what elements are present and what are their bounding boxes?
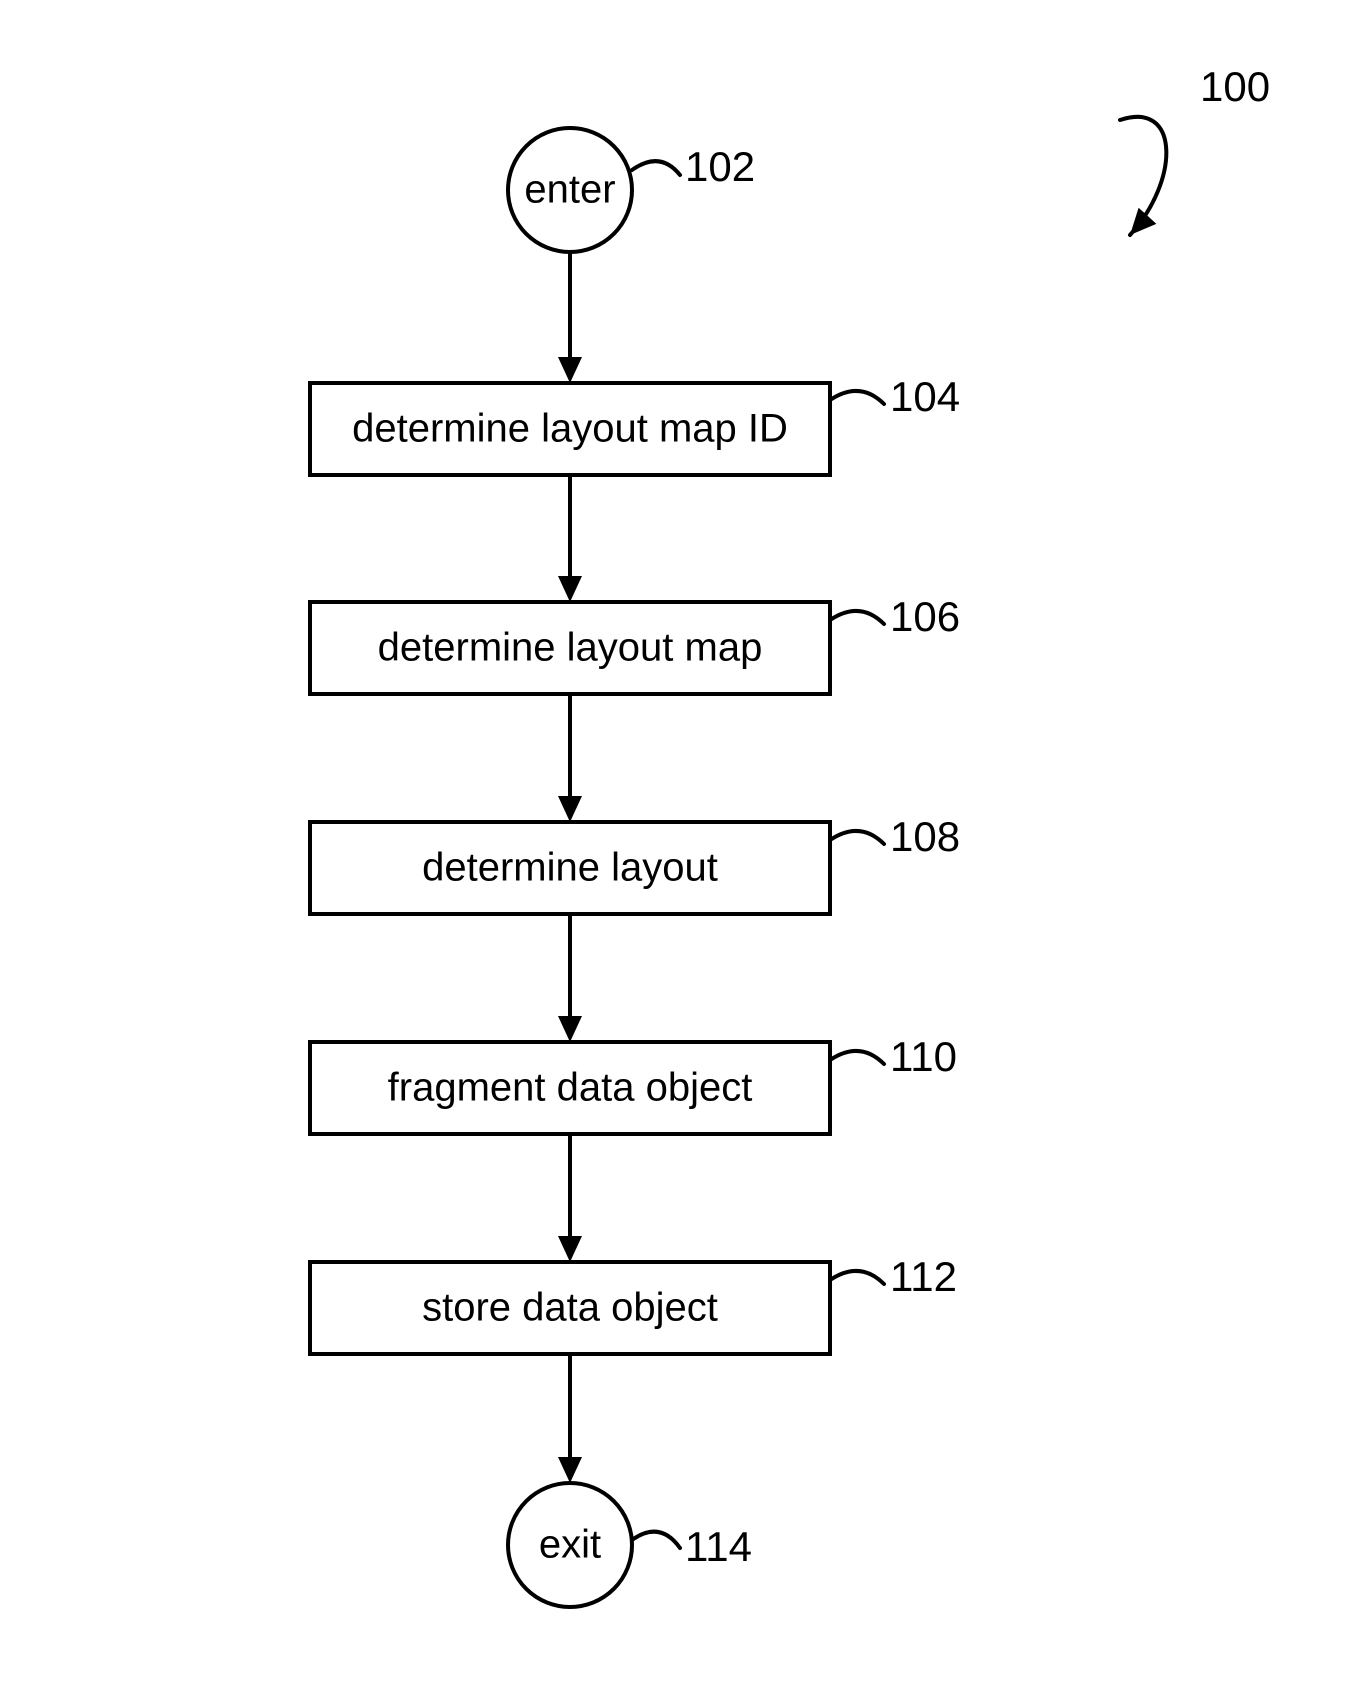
node-n106-text: determine layout map	[378, 626, 763, 670]
ref-label-104: 104	[890, 373, 960, 420]
node-enter: enter 102	[508, 128, 755, 252]
node-n106: determine layout map 106	[310, 593, 960, 694]
node-n112: store data object 112	[310, 1253, 957, 1354]
node-exit-text: exit	[539, 1523, 601, 1567]
node-n110-text: fragment data object	[388, 1066, 753, 1110]
ref-label-110: 110	[890, 1033, 957, 1080]
edge-n110-to-n112	[558, 1134, 582, 1262]
node-n108: determine layout 108	[310, 813, 960, 914]
edge-enter-to-n104	[558, 252, 582, 383]
edge-n108-to-n110	[558, 914, 582, 1042]
flowchart-diagram: enter102determine layout map ID104determ…	[0, 0, 1365, 1703]
node-n104-text: determine layout map ID	[352, 407, 788, 451]
ref-label-114: 114	[685, 1523, 752, 1570]
ref-label-108: 108	[890, 813, 960, 860]
node-n112-text: store data object	[422, 1286, 718, 1330]
edge-n112-to-exit	[558, 1354, 582, 1483]
node-n104: determine layout map ID 104	[310, 373, 960, 475]
node-enter-text: enter	[524, 168, 615, 212]
node-n110: fragment data object 110	[310, 1033, 957, 1134]
node-n108-text: determine layout	[422, 846, 718, 890]
figure-ref-label: 100	[1200, 63, 1270, 110]
node-exit: exit 114	[508, 1483, 752, 1607]
edge-n104-to-n106	[558, 475, 582, 602]
ref-label-112: 112	[890, 1253, 957, 1300]
figure-ref: 100	[1120, 63, 1270, 235]
ref-label-106: 106	[890, 593, 960, 640]
edge-n106-to-n108	[558, 694, 582, 822]
ref-label-102: 102	[685, 143, 755, 190]
